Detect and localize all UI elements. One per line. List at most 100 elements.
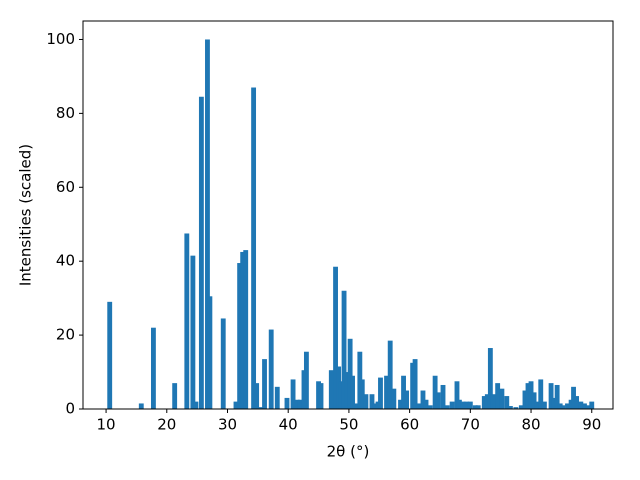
bar	[350, 375, 355, 409]
bar	[344, 372, 350, 409]
bar	[412, 359, 418, 409]
bar	[435, 392, 441, 409]
bar	[490, 394, 496, 409]
x-tick-label: 30	[218, 416, 237, 434]
bar	[560, 405, 566, 409]
bar	[138, 403, 144, 409]
bar	[427, 405, 433, 409]
bar	[401, 375, 406, 409]
bar	[150, 327, 156, 409]
bar	[513, 407, 519, 409]
bar	[198, 96, 204, 409]
bar	[507, 406, 513, 409]
bar	[589, 401, 595, 409]
bar	[297, 399, 303, 409]
bar	[237, 263, 243, 409]
x-tick-label: 40	[279, 416, 298, 434]
bar	[538, 379, 544, 409]
y-tick-label: 100	[46, 30, 75, 48]
bar	[582, 403, 587, 409]
x-tick-label: 50	[339, 416, 358, 434]
bar	[522, 390, 528, 409]
y-tick-label: 20	[56, 326, 75, 344]
bar	[440, 384, 446, 409]
bar	[318, 383, 324, 409]
bar	[518, 405, 524, 409]
x-tick-label: 10	[97, 416, 116, 434]
bar	[328, 370, 334, 409]
bar	[184, 233, 190, 409]
bar	[404, 390, 410, 409]
bar	[338, 381, 344, 409]
bar	[464, 401, 470, 409]
bar	[432, 375, 438, 409]
y-tick-label: 80	[56, 104, 75, 122]
bar	[193, 401, 199, 409]
bar	[254, 383, 260, 409]
x-axis-label: 2θ (°)	[327, 443, 370, 461]
bar	[359, 379, 365, 409]
bar	[290, 379, 296, 409]
bar	[449, 401, 455, 409]
bar	[460, 401, 466, 409]
bar	[398, 399, 403, 409]
bar	[420, 390, 426, 409]
bar	[541, 401, 547, 409]
bar	[531, 392, 537, 409]
y-tick-label: 60	[56, 178, 75, 196]
bar	[571, 386, 576, 409]
bar	[495, 383, 501, 409]
bar	[423, 399, 429, 409]
bar	[454, 381, 460, 409]
x-tick-label: 90	[582, 416, 601, 434]
bar	[172, 383, 178, 409]
bar	[487, 348, 493, 409]
bar	[410, 362, 416, 409]
bar	[268, 329, 274, 409]
bar	[243, 250, 249, 409]
bar	[284, 397, 290, 409]
bar	[499, 388, 505, 409]
bar	[333, 266, 338, 409]
bar	[574, 396, 580, 409]
bar	[258, 407, 264, 409]
x-tick-label: 80	[521, 416, 540, 434]
bar	[504, 396, 510, 409]
bar	[387, 340, 393, 409]
bar	[354, 403, 360, 409]
bar	[205, 39, 210, 409]
bar	[262, 359, 267, 409]
bar	[391, 388, 397, 409]
x-tick-label: 60	[400, 416, 419, 434]
bar	[551, 397, 557, 409]
bar	[472, 405, 478, 409]
y-tick-label: 0	[65, 400, 75, 418]
bar	[190, 255, 196, 409]
bar	[534, 401, 540, 409]
bar	[220, 318, 226, 409]
bar	[303, 351, 309, 409]
bar	[384, 375, 389, 409]
x-tick-label: 70	[461, 416, 480, 434]
bar	[565, 403, 570, 409]
bar	[525, 383, 531, 409]
bar	[554, 384, 560, 409]
bar	[107, 301, 113, 409]
bar	[372, 403, 378, 409]
bar	[347, 338, 353, 409]
bar	[481, 396, 487, 409]
bar	[207, 296, 213, 409]
bar	[475, 405, 481, 409]
bar	[274, 386, 280, 409]
bar	[416, 403, 422, 409]
bar	[369, 394, 375, 409]
bar	[585, 405, 590, 409]
plot-frame	[82, 20, 614, 410]
y-tick-label: 40	[56, 252, 75, 270]
bar	[341, 290, 347, 409]
bar	[294, 399, 300, 409]
bar	[578, 401, 584, 409]
bar	[528, 381, 534, 409]
bar	[363, 394, 369, 409]
